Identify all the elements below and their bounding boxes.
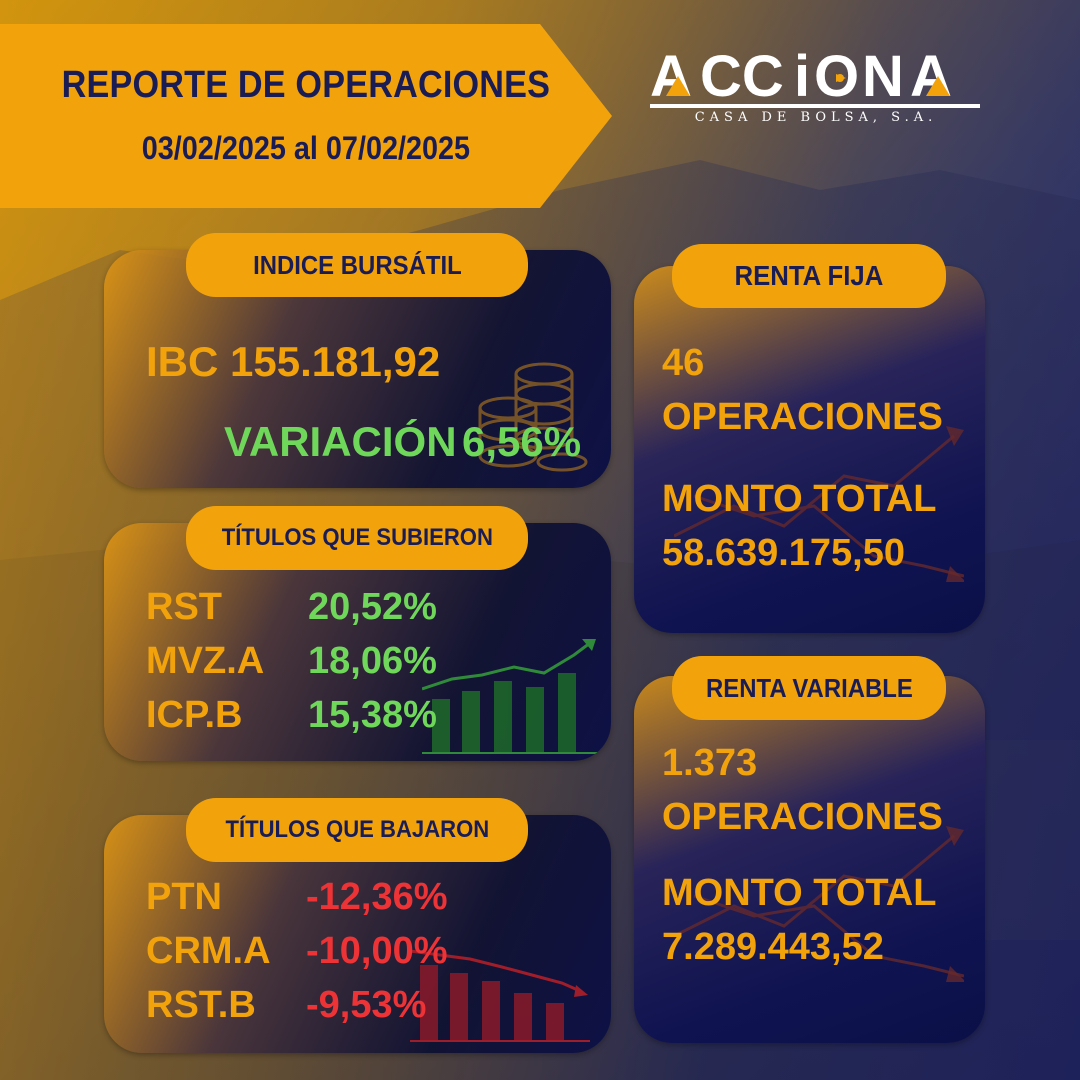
renta-variable-amount-value: 7.289.443,52 <box>662 926 884 968</box>
report-title: REPORTE DE OPERACIONES <box>61 64 551 106</box>
bajaron-ticker-2: CRM.A <box>146 930 271 972</box>
bajaron-ticker-3: RST.B <box>146 984 256 1026</box>
trend-arrow-icon <box>674 426 964 582</box>
header-banner <box>0 24 612 208</box>
subieron-ticker-2: MVZ.A <box>146 640 265 682</box>
subieron-change-1: 20,52% <box>308 586 437 628</box>
variation-value: 6,56% <box>462 418 582 465</box>
coins-icon <box>478 362 588 472</box>
renta-fija-amount-label: MONTO TOTAL <box>662 478 937 520</box>
svg-text:i: i <box>794 44 810 109</box>
report-date-range: 03/02/2025 al 07/02/2025 <box>141 130 471 166</box>
renta-fija-operations-count: 46 <box>662 342 705 384</box>
bajaron-change-3: -9,53% <box>306 984 427 1026</box>
renta-fija-card <box>634 266 985 633</box>
logo-subtitle: CASA DE BOLSA, S.A. <box>694 110 938 125</box>
renta-variable-amount-label: MONTO TOTAL <box>662 872 937 914</box>
logo-wordmark-art: A CC i O N A <box>650 44 952 109</box>
bajaron-label: TÍTULOS QUE BAJARON <box>186 798 528 862</box>
renta-variable-operations-label: OPERACIONES <box>662 796 943 838</box>
bar-chart-up-icon <box>422 639 602 754</box>
svg-text:A: A <box>910 44 952 109</box>
logo-underline <box>650 104 980 108</box>
subieron-change-2: 18,06% <box>308 640 437 682</box>
indice-label: INDICE BURSÁTIL <box>186 233 528 297</box>
subieron-ticker-1: RST <box>146 586 222 628</box>
subieron-change-3: 15,38% <box>308 694 437 736</box>
bajaron-change-1: -12,36% <box>306 876 448 918</box>
variation-label: VARIACIÓN <box>224 418 457 465</box>
svg-text:A: A <box>650 44 692 109</box>
subieron-label: TÍTULOS QUE SUBIERON <box>186 506 528 570</box>
renta-variable-operations-count: 1.373 <box>662 742 758 784</box>
svg-text:CC: CC <box>700 44 784 109</box>
ibc-value: IBC 155.181,92 <box>146 338 441 385</box>
trend-arrow-icon-2 <box>674 826 964 982</box>
subieron-ticker-3: ICP.B <box>146 694 243 736</box>
bajaron-ticker-1: PTN <box>146 876 222 918</box>
renta-fija-label: RENTA FIJA <box>672 244 946 308</box>
svg-text:N: N <box>862 44 904 109</box>
renta-fija-amount-value: 58.639.175,50 <box>662 532 906 574</box>
acciona-logo: A CC i O N A CASA DE BOLSA, S.A. <box>648 44 984 130</box>
bajaron-change-2: -10,00% <box>306 930 448 972</box>
renta-fija-operations-label: OPERACIONES <box>662 396 943 438</box>
bar-chart-down-icon <box>410 949 590 1042</box>
renta-variable-card <box>634 676 985 1043</box>
renta-variable-label: RENTA VARIABLE <box>672 656 946 720</box>
